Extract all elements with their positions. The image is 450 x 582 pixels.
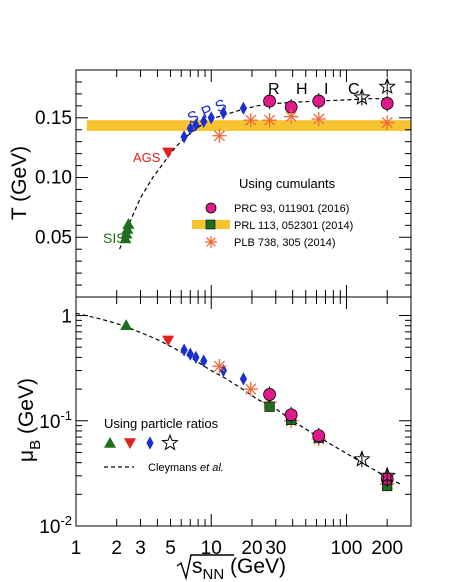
top-plb_asterisks-point (262, 112, 277, 128)
bottom-sps-point (200, 354, 208, 368)
annot-rhic-c: C (348, 81, 360, 98)
mu-unit: (GeV) (15, 378, 38, 440)
bottom-rhic_stars-point (378, 466, 396, 484)
legend-entry-prc: PRC 93, 011901 (2016) (234, 203, 349, 215)
top-prc_circles-point (380, 97, 394, 110)
bottom-legend: Using particle ratios Cleymans et al. (104, 416, 224, 474)
top-plb_asterisks-point (243, 112, 258, 128)
top-ags-point (162, 147, 175, 159)
top-plb_asterisks-point-stroke (213, 130, 225, 142)
y-tick-label: 0.10 (35, 168, 72, 189)
bottom-frame (75, 296, 412, 527)
bottom-prc_circles-point (284, 408, 298, 422)
y-tick-label: 10-2 (39, 513, 72, 538)
bottom-plb_asterisks-point-stroke (213, 360, 225, 372)
top-sps-point (200, 114, 208, 128)
top-legend-title: Using cumulants (239, 176, 336, 191)
top-plb_asterisks-point-stroke (313, 113, 325, 125)
legend-asterisk-glyph-stroke (206, 237, 216, 247)
x-tick-label: 5 (165, 538, 176, 559)
legend-asterisk-glyph (205, 236, 217, 248)
top-rhic_stars-point (353, 88, 371, 105)
annot-rhic-i: I (324, 81, 328, 98)
bottom-fit-curve (76, 312, 401, 485)
legend-ratio-marker (104, 437, 116, 448)
top-sps-point (239, 101, 248, 115)
top-legend: Using cumulants PRC 93, 011901 (2016) PR… (192, 176, 353, 249)
bottom-sis-point (120, 319, 133, 330)
prl-band (86, 120, 411, 131)
x-tick-label: 20 (241, 538, 262, 559)
x-tick-label: 2 (111, 538, 122, 559)
legend-entry-plb: PLB 738, 305 (2014) (234, 237, 336, 249)
top-plb_asterisks-point (311, 111, 326, 127)
bottom-y-axis-title: μB (GeV) (15, 378, 44, 462)
x-axis-title: sNN (GeV) (176, 554, 286, 582)
y-tick-label: 1 (61, 307, 72, 328)
x-tick-label: 200 (371, 538, 403, 559)
top-plb_asterisks-point (283, 109, 299, 124)
mu-subscript: B (27, 440, 44, 450)
top-plb_asterisks-point (379, 115, 395, 130)
legend-ratio-marker (124, 438, 136, 449)
bottom-sps-point (192, 350, 200, 365)
bottom-ags-point (162, 335, 175, 347)
top-sps-point (207, 111, 215, 125)
mu-symbol: μ (15, 450, 38, 462)
top-plb_asterisks-point-stroke (381, 117, 393, 129)
top-panel: 0.050.100.15 T (GeV) SIS AGS S P S R H I… (8, 69, 412, 298)
bottom-sps-point (186, 347, 194, 361)
top-plb_asterisks-point (212, 128, 227, 143)
y-tick-label: 0.05 (35, 227, 72, 248)
y-tick-label: 10-1 (39, 408, 72, 433)
top-rhic_stars-point (378, 77, 396, 95)
legend-entry-prl: PRL 113, 052301 (2014) (234, 220, 353, 232)
bottom-sps-point (180, 343, 188, 357)
annot-sis: SIS (103, 230, 126, 246)
bottom-prc_circles-point (263, 388, 276, 401)
legend-circle-marker (205, 202, 217, 214)
bottom-plb_asterisks-point (243, 381, 258, 397)
x-tick-label: 10 (201, 538, 222, 559)
bottom-panel: 1 2 3 5 10 20 30 100 200 1 10-1 10-2 μB (GeV) sNN (… (15, 296, 412, 582)
x-tick-label: 100 (331, 538, 363, 559)
bottom-plb_asterisks-point (212, 358, 227, 374)
bottom-prl_squares-point (264, 401, 275, 412)
annot-ags: AGS (133, 150, 161, 165)
legend-cleymans: Cleymans et al. (148, 462, 224, 474)
top-plb_asterisks-point-stroke (264, 114, 276, 126)
annot-rhic-h: H (296, 81, 308, 98)
top-plb_asterisks-point-stroke (285, 111, 297, 123)
top-plb_asterisks-point-stroke (245, 114, 257, 126)
top-prc_circles-point (263, 94, 276, 108)
bottom-legend-title: Using particle ratios (104, 416, 219, 431)
top-sps-point (186, 121, 194, 136)
bottom-rhic_stars-point (353, 450, 371, 467)
top-sps-point (180, 130, 188, 144)
top-sps-point (219, 106, 227, 120)
legend-square-marker (205, 219, 216, 230)
legend-asterisk-marker (205, 236, 217, 248)
x-tick-label: 30 (265, 538, 286, 559)
legend-ratio-marker (146, 436, 154, 450)
annot-rhic-r: R (268, 81, 280, 98)
top-sps-point (192, 118, 200, 132)
top-sis-point (122, 218, 135, 229)
x-axis-title-text: sNN (GeV) (192, 555, 286, 582)
bottom-prc_circles-point (312, 429, 326, 443)
svg-text:μB (GeV): μB (GeV) (15, 378, 44, 462)
x-tick-label: 1 (71, 538, 82, 559)
bottom-sps-point (239, 372, 248, 386)
y-tick-label: 0.15 (35, 108, 72, 129)
bottom-plb_asterisks-point-stroke (245, 383, 257, 395)
x-tick-label: 3 (135, 538, 146, 559)
top-prc_circles-point (312, 94, 326, 108)
top-y-axis-title: T (GeV) (8, 146, 31, 220)
legend-ratio-marker (161, 433, 179, 451)
sqrt-sign (176, 554, 234, 581)
